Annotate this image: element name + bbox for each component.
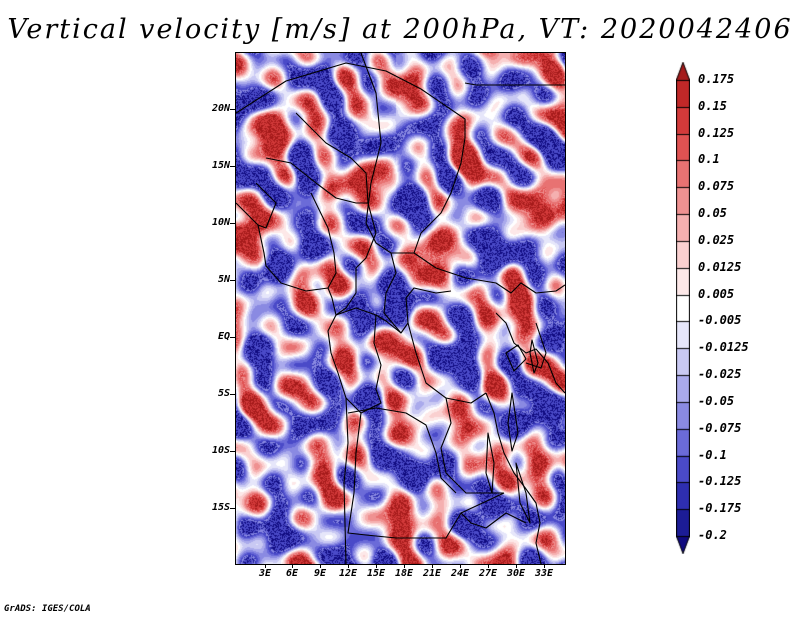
colorbar-label: 0.025 xyxy=(698,232,735,247)
colorbar-label: 0.1 xyxy=(698,152,720,167)
map-panel xyxy=(235,52,566,565)
colorbar-label: 0.05 xyxy=(698,206,727,221)
longitude-tick xyxy=(348,564,349,568)
colorbar-label: -0.1 xyxy=(698,447,727,462)
colorbar-label: -0.025 xyxy=(698,367,742,382)
colorbar-label: 0.15 xyxy=(698,98,727,113)
longitude-label: 27E xyxy=(478,568,498,579)
latitude-label: 5N xyxy=(217,274,230,285)
longitude-tick xyxy=(376,564,377,568)
latitude-label: 10S xyxy=(211,445,230,456)
colorbar-label: 0.005 xyxy=(698,286,735,301)
country-boundaries xyxy=(236,53,565,564)
latitude-label: 5S xyxy=(217,388,230,399)
longitude-tick xyxy=(544,564,545,568)
longitude-label: 15E xyxy=(366,568,386,579)
colorbar-label: -0.05 xyxy=(698,393,735,408)
latitude-label: 10N xyxy=(211,217,230,228)
longitude-label: 3E xyxy=(258,568,272,579)
latitude-label: EQ xyxy=(217,331,230,342)
latitude-tick xyxy=(230,166,235,167)
vertical-velocity-field xyxy=(236,53,565,564)
latitude-tick xyxy=(230,451,235,452)
colorbar-label: -0.175 xyxy=(698,501,742,516)
latitude-tick xyxy=(230,109,235,110)
colorbar-label: 0.175 xyxy=(698,72,735,86)
latitude-tick xyxy=(230,337,235,338)
grads-credit: GrADS: IGES/COLA xyxy=(4,604,91,614)
longitude-label: 33E xyxy=(534,568,554,579)
longitude-label: 24E xyxy=(450,568,470,579)
longitude-tick xyxy=(265,564,266,568)
latitude-tick xyxy=(230,280,235,281)
latitude-tick xyxy=(230,508,235,509)
longitude-tick xyxy=(404,564,405,568)
latitude-label: 15S xyxy=(211,502,230,513)
latitude-label: 15N xyxy=(211,160,230,171)
longitude-label: 21E xyxy=(422,568,442,579)
colorbar-label: -0.125 xyxy=(698,474,742,489)
longitude-tick xyxy=(432,564,433,568)
longitude-tick xyxy=(488,564,489,568)
colorbar-label: -0.005 xyxy=(698,313,742,328)
longitude-tick xyxy=(292,564,293,568)
longitude-label: 6E xyxy=(285,568,299,579)
colorbar-label: 0.0125 xyxy=(698,259,742,274)
colorbar-label: 0.125 xyxy=(698,125,735,140)
colorbar xyxy=(676,62,690,554)
latitude-tick xyxy=(230,394,235,395)
colorbar-label: -0.2 xyxy=(698,528,727,542)
latitude-tick xyxy=(230,223,235,224)
longitude-label: 9E xyxy=(313,568,327,579)
colorbar-label: 0.075 xyxy=(698,179,735,194)
longitude-tick xyxy=(516,564,517,568)
latitude-label: 20N xyxy=(211,103,230,114)
colorbar-label: -0.075 xyxy=(698,420,742,435)
longitude-tick xyxy=(320,564,321,568)
longitude-label: 18E xyxy=(394,568,414,579)
longitude-label: 30E xyxy=(506,568,526,579)
colorbar-label: -0.0125 xyxy=(698,340,749,355)
plot-title: Vertical velocity [m/s] at 200hPa, VT: 2… xyxy=(7,14,793,45)
longitude-label: 12E xyxy=(338,568,358,579)
longitude-tick xyxy=(460,564,461,568)
